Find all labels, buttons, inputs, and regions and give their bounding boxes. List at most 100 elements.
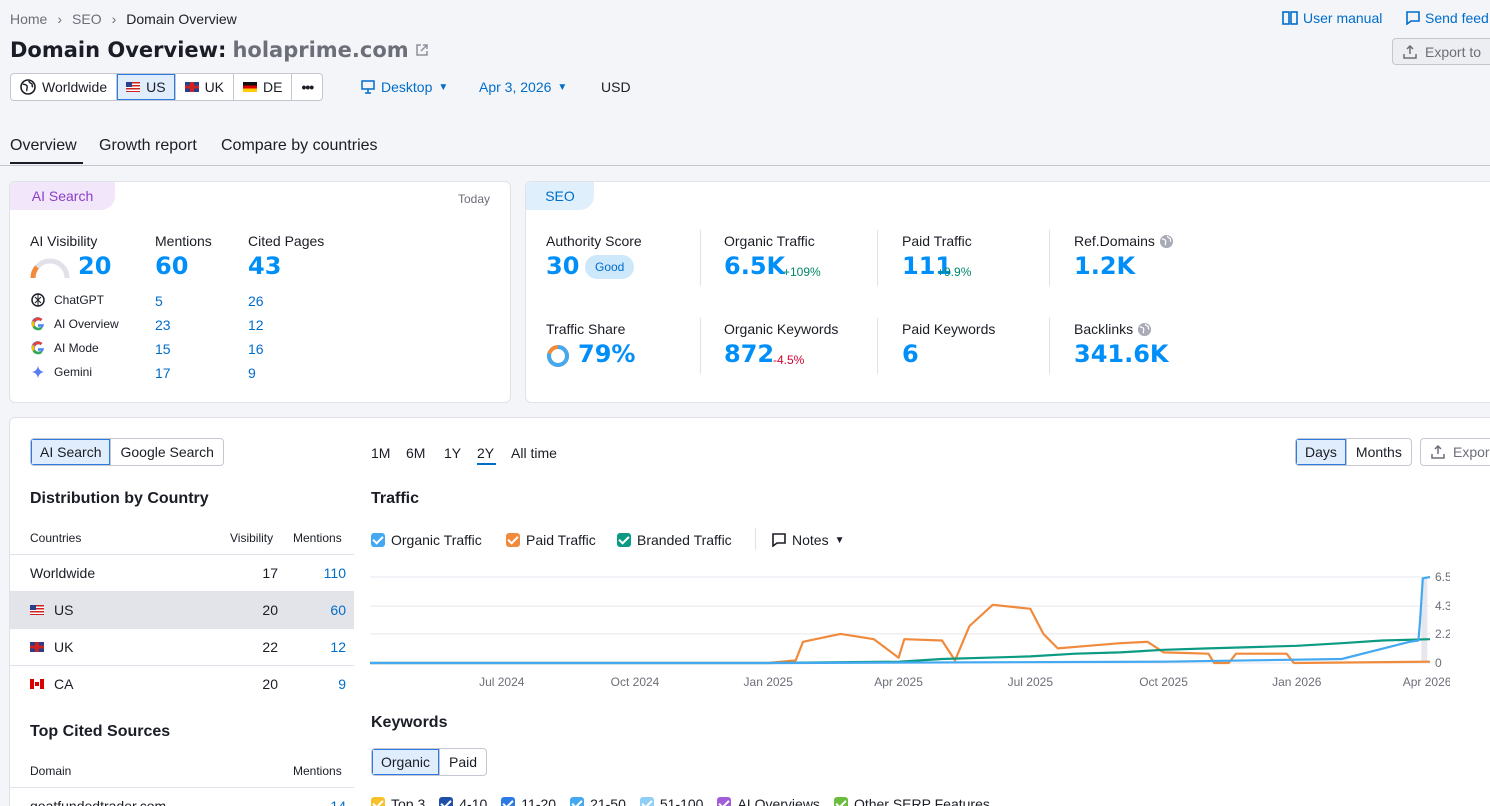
keywords-paid[interactable]: Paid	[449, 754, 478, 770]
row-mentions[interactable]: 12	[330, 639, 346, 655]
region-more-button[interactable]: •••	[292, 74, 322, 100]
toggle-google-search[interactable]: Google Search	[120, 444, 214, 460]
checkbox-checked-icon	[371, 533, 385, 547]
granularity-days[interactable]: Days	[1296, 439, 1347, 465]
ai-row-ai-mode-cited[interactable]: 16	[248, 341, 264, 357]
notes-dropdown[interactable]: Notes ▼	[772, 532, 844, 548]
legend-divider	[755, 528, 756, 550]
breadcrumb-home[interactable]: Home	[10, 11, 48, 27]
keyword-filter-51-100[interactable]: 51-100	[639, 796, 703, 806]
ai-today-label: Today	[457, 192, 490, 206]
traffic-chart[interactable]: 6.5K 4.3K 2.2K 0 Jul 2024 Oct 2024 Jan 2025 Apr…	[370, 568, 1450, 698]
organic-keywords-value[interactable]: 872	[724, 340, 775, 368]
ai-cited-value[interactable]: 43	[248, 252, 282, 280]
traffic-share-label: Traffic Share	[546, 321, 626, 337]
ai-row-chatgpt-name: ChatGPT	[54, 293, 105, 307]
range-all-time[interactable]: All time	[511, 445, 557, 461]
legend-branded[interactable]: Branded Traffic	[617, 532, 732, 548]
keyword-filter-11-20[interactable]: 11-20	[501, 796, 556, 806]
authority-score-badge: Good	[585, 255, 635, 279]
range-6m[interactable]: 6M	[406, 445, 426, 461]
legend-branded-label: Branded Traffic	[637, 532, 732, 548]
ai-mentions-label: Mentions	[155, 233, 212, 249]
x-tick-label: Apr 2026	[1403, 675, 1450, 689]
keywords-organic[interactable]: Organic	[372, 749, 441, 775]
legend-organic[interactable]: Organic Traffic	[371, 532, 482, 548]
gemini-icon	[31, 365, 45, 379]
export-button[interactable]: Export to	[1392, 38, 1490, 65]
tab-growth-report[interactable]: Growth report	[99, 137, 197, 154]
ai-row-chatgpt-cited[interactable]: 26	[248, 293, 264, 309]
ai-google-toggle: AI Search Google Search	[30, 438, 224, 466]
backlinks-value[interactable]: 341.6K	[1074, 340, 1169, 368]
region-us-label: US	[146, 79, 166, 95]
range-1m[interactable]: 1M	[371, 445, 391, 461]
ai-row-chatgpt-mentions[interactable]: 5	[155, 293, 163, 309]
row-mentions[interactable]: 9	[338, 676, 346, 692]
authority-score-value: 30	[546, 252, 580, 280]
range-2y[interactable]: 2Y	[477, 445, 495, 461]
sources-col-domain: Domain	[30, 764, 72, 778]
ref-domains-value[interactable]: 1.2K	[1074, 252, 1136, 280]
row-mentions[interactable]: 110	[323, 565, 346, 581]
ai-row-ai-mode-mentions[interactable]: 15	[155, 341, 171, 357]
distribution-title: Distribution by Country	[30, 490, 209, 507]
table-row[interactable]: US 20 60	[10, 591, 354, 628]
date-dropdown[interactable]: Apr 3, 2026 ▼	[479, 79, 567, 95]
table-row[interactable]: UK 22 12	[10, 628, 354, 665]
paid-keywords-value[interactable]: 6	[902, 340, 919, 368]
toggle-ai-search[interactable]: AI Search	[31, 439, 112, 465]
region-de[interactable]: DE	[234, 74, 293, 100]
keyword-filter-21-50[interactable]: 21-50	[570, 796, 626, 806]
x-tick-label: Oct 2024	[611, 675, 660, 689]
breadcrumb-seo[interactable]: SEO	[72, 11, 102, 27]
x-tick-label: Oct 2025	[1139, 675, 1188, 689]
legend-paid[interactable]: Paid Traffic	[506, 532, 596, 548]
x-tick-label: Jan 2025	[744, 675, 794, 689]
checkbox-checked-icon	[371, 797, 385, 806]
ai-row-ai-overview-cited[interactable]: 12	[248, 317, 264, 333]
region-uk-label: UK	[204, 79, 225, 95]
tab-overview[interactable]: Overview	[10, 137, 77, 154]
sources-col-mentions: Mentions	[293, 764, 342, 778]
ai-row-gemini-mentions[interactable]: 17	[155, 365, 171, 381]
source-domain[interactable]: goatfundedtrader.com	[30, 798, 167, 806]
table-row[interactable]: CA 20 9	[10, 665, 354, 702]
chart-export-button[interactable]: Expor	[1420, 438, 1490, 466]
paid-traffic-value[interactable]: 111	[902, 252, 953, 280]
user-manual-link[interactable]: User manual	[1282, 10, 1382, 26]
ai-row-ai-overview-mentions[interactable]: 23	[155, 317, 171, 333]
keyword-filter-top3[interactable]: Top 3	[371, 796, 425, 806]
x-tick-label: Apr 2025	[874, 675, 923, 689]
keyword-filter-ai-overviews[interactable]: AI Overviews	[717, 796, 820, 806]
breadcrumb: Home › SEO › Domain Overview	[10, 11, 237, 27]
row-mentions[interactable]: 60	[330, 602, 346, 618]
export-label: Export to	[1425, 43, 1482, 60]
user-manual-label: User manual	[1303, 10, 1383, 26]
ai-search-card: AI Search Today AI Visibility 20 Mention…	[9, 181, 511, 403]
external-link-icon[interactable]	[415, 43, 429, 57]
de-flag-icon	[243, 82, 258, 92]
traffic-title: Traffic	[371, 490, 420, 507]
source-mentions[interactable]: 14	[330, 798, 346, 806]
seo-divider	[700, 318, 701, 374]
page-title-prefix: Domain Overview:	[10, 38, 227, 62]
table-row[interactable]: Worldwide 17 110	[10, 554, 354, 591]
seo-badge: SEO	[526, 182, 594, 210]
organic-traffic-value[interactable]: 6.5K	[724, 252, 786, 280]
region-us[interactable]: US	[117, 74, 176, 100]
granularity-months[interactable]: Months	[1355, 444, 1402, 460]
region-uk[interactable]: UK	[176, 74, 235, 100]
ai-row-gemini-cited[interactable]: 9	[248, 365, 256, 381]
range-1y[interactable]: 1Y	[444, 445, 462, 461]
tab-compare-by-countries[interactable]: Compare by countries	[221, 137, 378, 154]
uk-flag-icon	[184, 82, 199, 92]
series-line-paid-traffic	[370, 603, 1431, 665]
ai-mentions-value[interactable]: 60	[155, 252, 189, 280]
table-row[interactable]: goatfundedtrader.com 14	[10, 787, 354, 806]
send-feedback-link[interactable]: Send feed	[1406, 10, 1489, 26]
keyword-filter-4-10[interactable]: 4-10	[439, 796, 487, 806]
keyword-filter-other-serp[interactable]: Other SERP Features	[833, 796, 990, 806]
device-dropdown[interactable]: Desktop ▼	[361, 79, 448, 95]
region-worldwide[interactable]: Worldwide	[11, 74, 118, 100]
